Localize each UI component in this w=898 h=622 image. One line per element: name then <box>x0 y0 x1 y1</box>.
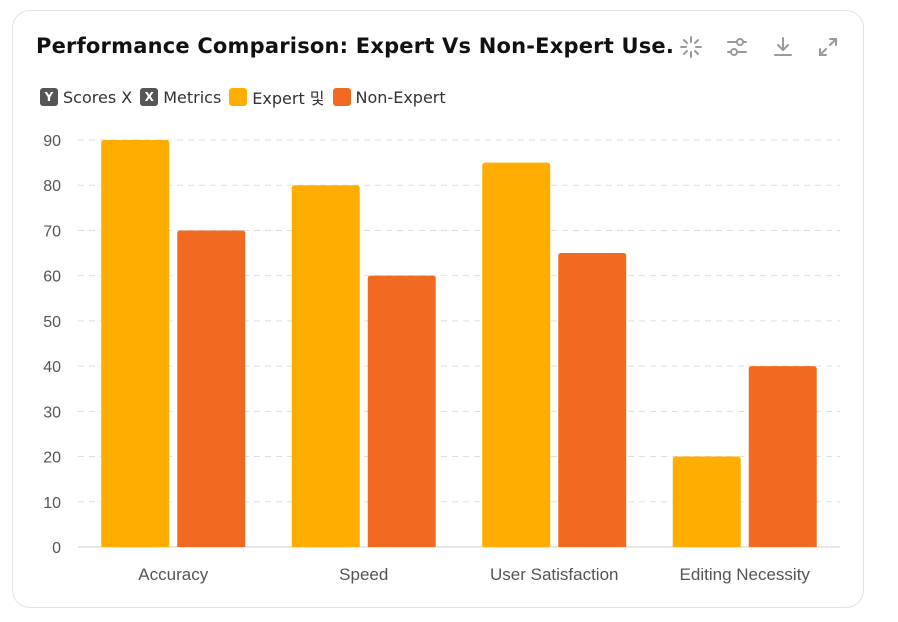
y-axis-marker: Y <box>40 88 58 106</box>
sparkle-icon[interactable] <box>678 34 704 60</box>
x-tick-label: Editing Necessity <box>680 565 811 584</box>
legend-label: Scores X <box>63 87 133 107</box>
bar-expert-accuracy <box>101 140 170 547</box>
y-tick-label: 60 <box>43 269 61 286</box>
legend-item-non-expert[interactable]: Non-Expert <box>332 87 446 107</box>
expand-icon[interactable] <box>815 34 841 60</box>
download-icon[interactable] <box>770 34 796 60</box>
bar-expert-user-satisfaction <box>482 162 551 547</box>
y-tick-label: 90 <box>43 133 61 150</box>
legend-item-expert[interactable]: Expert 및 <box>229 85 325 109</box>
y-tick-label: 50 <box>43 314 61 331</box>
bar-expert-speed <box>291 185 360 547</box>
y-tick-label: 20 <box>43 450 61 467</box>
y-tick-label: 10 <box>43 495 61 512</box>
y-tick-label: 0 <box>52 540 61 557</box>
bar-non-expert-user-satisfaction <box>558 253 627 548</box>
bar-expert-editing-necessity <box>672 456 741 547</box>
chart-legend: Y Scores X X Metrics Expert 및 Non-Expert <box>40 86 454 108</box>
y-tick-label: 30 <box>43 404 61 421</box>
legend-label: Metrics <box>163 87 222 107</box>
legend-item-x-axis[interactable]: X Metrics <box>140 88 221 107</box>
legend-item-y-axis[interactable]: Y Scores X <box>40 88 132 107</box>
x-tick-label: Speed <box>339 565 388 584</box>
legend-label: Non-Expert <box>355 87 446 107</box>
bar-non-expert-speed <box>367 275 436 547</box>
non-expert-swatch <box>332 88 351 106</box>
y-tick-label: 80 <box>43 178 61 195</box>
sliders-icon[interactable] <box>724 34 750 60</box>
bar-non-expert-accuracy <box>177 230 246 547</box>
y-tick-label: 40 <box>43 359 61 376</box>
x-axis-marker: X <box>140 88 159 106</box>
y-tick-label: 70 <box>43 223 61 240</box>
legend-label: Expert 및 <box>252 89 325 108</box>
bar-non-expert-editing-necessity <box>748 366 817 547</box>
chart-title: Performance Comparison: Expert Vs Non-Ex… <box>36 34 676 58</box>
x-tick-label: User Satisfaction <box>490 565 619 584</box>
expert-swatch <box>229 88 248 106</box>
x-tick-label: Accuracy <box>138 565 208 584</box>
